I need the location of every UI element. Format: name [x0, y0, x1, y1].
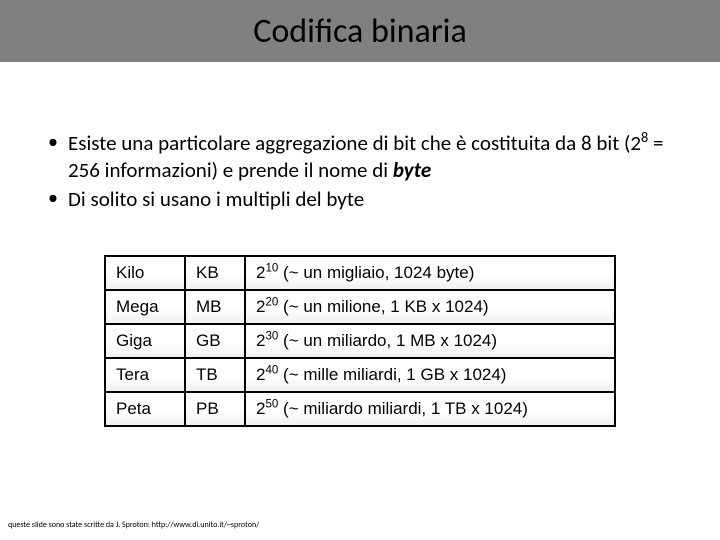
- byte-multiples-table: KiloKB210 (~ un migliaio, 1024 byte)Mega…: [104, 255, 616, 427]
- slide-title: Codifica binaria: [253, 11, 467, 52]
- cell-name: Tera: [105, 358, 185, 392]
- cell-abbr: PB: [185, 392, 245, 426]
- cell-desc: 210 (~ un migliaio, 1024 byte): [245, 256, 615, 290]
- bullet-1: Esiste una particolare aggregazione di b…: [42, 130, 678, 184]
- cell-desc: 240 (~ mille miliardi, 1 GB x 1024): [245, 358, 615, 392]
- cell-abbr: TB: [185, 358, 245, 392]
- cell-name: Mega: [105, 290, 185, 324]
- title-bar: Codifica binaria: [0, 0, 720, 62]
- cell-desc: 230 (~ un miliardo, 1 MB x 1024): [245, 324, 615, 358]
- bullet-2: Di solito si usano i multipli del byte: [42, 186, 678, 213]
- bullet-1-text-pre: Esiste una particolare aggregazione di b…: [68, 130, 641, 156]
- cell-name: Peta: [105, 392, 185, 426]
- cell-name: Giga: [105, 324, 185, 358]
- content-area: Esiste una particolare aggregazione di b…: [0, 62, 720, 427]
- cell-abbr: MB: [185, 290, 245, 324]
- table-row: KiloKB210 (~ un migliaio, 1024 byte): [105, 256, 615, 290]
- cell-desc: 250 (~ miliardo miliardi, 1 TB x 1024): [245, 392, 615, 426]
- table-row: TeraTB240 (~ mille miliardi, 1 GB x 1024…: [105, 358, 615, 392]
- table-row: GigaGB230 (~ un miliardo, 1 MB x 1024): [105, 324, 615, 358]
- cell-abbr: GB: [185, 324, 245, 358]
- byte-multiples-table-wrap: KiloKB210 (~ un migliaio, 1024 byte)Mega…: [104, 255, 616, 427]
- cell-abbr: KB: [185, 256, 245, 290]
- table-row: MegaMB220 (~ un milione, 1 KB x 1024): [105, 290, 615, 324]
- footer-credit: queste slide sono state scritte da J. Sp…: [8, 520, 259, 530]
- cell-desc: 220 (~ un milione, 1 KB x 1024): [245, 290, 615, 324]
- bullet-1-em: byte: [393, 157, 431, 183]
- cell-name: Kilo: [105, 256, 185, 290]
- bullet-list: Esiste una particolare aggregazione di b…: [42, 130, 678, 213]
- table-row: PetaPB250 (~ miliardo miliardi, 1 TB x 1…: [105, 392, 615, 426]
